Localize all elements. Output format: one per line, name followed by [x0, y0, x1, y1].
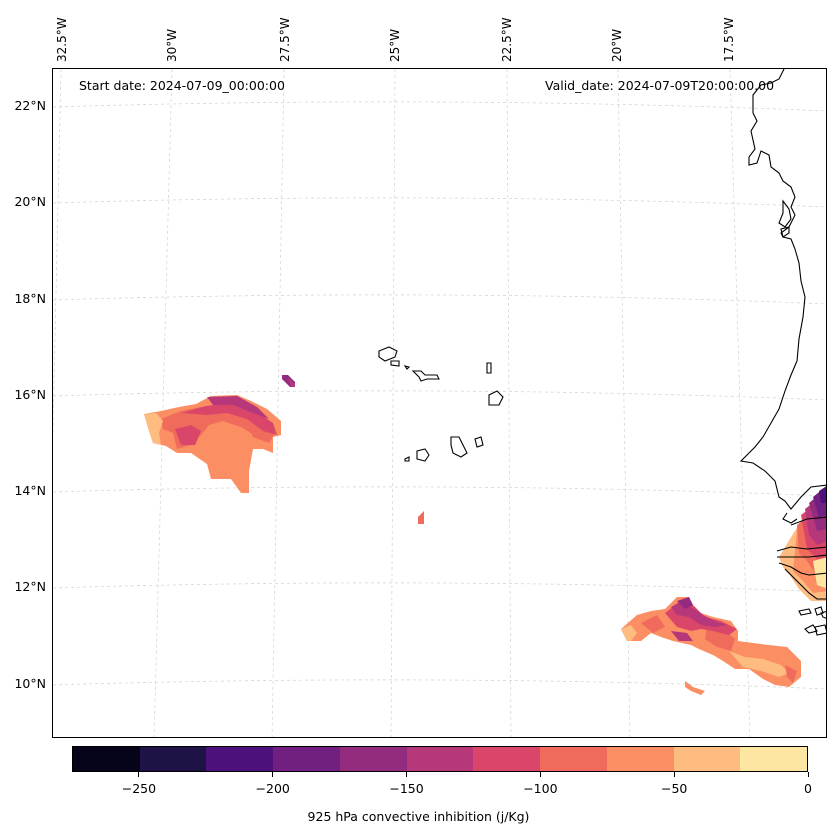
- graticule: [53, 69, 826, 737]
- lat-label-16n: 16°N: [14, 387, 46, 402]
- colorbar-tick-label-3: −100: [523, 781, 558, 796]
- senegal-coast-dakar: [782, 512, 798, 524]
- cin-fill-neg125-b: [175, 425, 201, 445]
- gambia-river-north: [776, 546, 826, 552]
- lon-label-22-5w: 22.5°W: [500, 17, 514, 62]
- start-date-label: Start date: 2024-07-09_00:00:00: [79, 78, 285, 93]
- cin-fill-se-neg175: [677, 597, 693, 609]
- colorbar-tick-5: [807, 772, 809, 777]
- cin-fill-neg50-b: [241, 427, 257, 447]
- colorbar-segment-1: [139, 747, 207, 771]
- senegal-border: [790, 516, 826, 526]
- cin-fill-se-neg100: [641, 615, 665, 633]
- gridline-lon-25w: [390, 69, 396, 737]
- island-brava: [404, 456, 410, 462]
- cin-fill-neg150: [207, 396, 269, 419]
- colorbar: [72, 746, 808, 772]
- lon-label-32-5w: 32.5°W: [55, 17, 69, 62]
- cin-fill-se-neg75: [785, 665, 797, 683]
- colorbar-segment-0: [73, 747, 140, 771]
- gridline-lat-18n: [53, 294, 826, 305]
- cin-patch-se-small: [685, 681, 705, 695]
- colorbar-tick-4: [673, 772, 675, 777]
- bijagos-4: [814, 624, 826, 636]
- colorbar-tick-0: [138, 772, 140, 777]
- island-santo-antao: [378, 346, 398, 362]
- colorbar-tick-label-2: −150: [389, 781, 424, 796]
- colorbar-segment-9: [673, 747, 741, 771]
- lon-label-27-5w: 27.5°W: [278, 17, 292, 62]
- bijagos-3: [804, 624, 818, 634]
- island-maio: [474, 436, 484, 448]
- colorbar-segment-6: [473, 747, 541, 771]
- colorbar-segment-4: [339, 747, 407, 771]
- colorbar-segment-2: [206, 747, 274, 771]
- gambia-river-south: [777, 554, 826, 558]
- colorbar-tick-label-0: −250: [121, 781, 157, 796]
- colorbar-tick-1: [272, 772, 274, 777]
- lon-label-30w: 30°W: [165, 28, 179, 62]
- gridline-lon-32-5w: [53, 69, 62, 444]
- island-santa-luzia: [403, 365, 411, 370]
- colorbar-segment-8: [606, 747, 674, 771]
- island-sao-nicolau: [411, 370, 440, 382]
- island-sal: [486, 362, 492, 374]
- valid-date-label: Valid_date: 2024-07-09T20:00:00.00: [545, 78, 775, 93]
- island-sao-vicente: [390, 360, 400, 367]
- gridline-lat-16n: [53, 390, 826, 401]
- gridline-lat-12n: [53, 582, 826, 593]
- gridline-lat-20n: [53, 197, 826, 208]
- lat-label-22n: 22°N: [14, 98, 46, 113]
- lat-label-18n: 18°N: [14, 291, 46, 306]
- cin-fill-neg25: [144, 413, 163, 445]
- lat-label-14n: 14°N: [14, 483, 46, 498]
- gridline-lon-22-5w: [506, 69, 512, 737]
- colorbar-tick-label-5: 0: [804, 781, 812, 796]
- cin-cluster-southeast: [621, 597, 801, 695]
- gridline-lon-17-5w: [729, 69, 751, 737]
- lat-label-10n: 10°N: [14, 676, 46, 691]
- lat-label-20n: 20°N: [14, 194, 46, 209]
- map-panel: [52, 68, 827, 738]
- colorbar-tick-2: [406, 772, 408, 777]
- island-boa-vista: [488, 390, 504, 406]
- colorbar-tick-label-4: −50: [660, 781, 688, 796]
- cin-coast-lightest: [813, 557, 826, 589]
- colorbar-title: 925 hPa convective inhibition (j/Kg): [307, 809, 530, 824]
- gridline-lon-30w: [153, 69, 173, 737]
- island-fogo: [416, 448, 430, 462]
- guinea-bissau-coast: [784, 568, 826, 600]
- casamance-coast: [778, 562, 826, 576]
- colorbar-tick-label-1: −200: [255, 781, 290, 796]
- coastlines: [378, 69, 826, 636]
- island-santiago: [450, 436, 468, 458]
- gridline-lon-27-5w: [271, 69, 285, 737]
- cin-coast-neg225: [819, 486, 826, 503]
- bijagos-5: [820, 610, 826, 619]
- gridline-lat-22n: [53, 101, 826, 112]
- lon-label-25w: 25°W: [388, 28, 402, 62]
- bijagos-1: [798, 608, 812, 616]
- lon-label-20w: 20°W: [610, 28, 624, 62]
- banc-arguin: [780, 226, 790, 238]
- africa-coastline: [739, 69, 826, 510]
- lon-label-17-5w: 17.5°W: [722, 17, 736, 62]
- cin-fill-se-neg25: [621, 625, 637, 641]
- cin-fill-se-neg25-b: [729, 651, 789, 677]
- cap-blanc: [778, 199, 792, 228]
- cin-fill-se-neg150-b: [671, 631, 693, 641]
- colorbar-segment-3: [273, 747, 340, 771]
- cin-cluster-west: [144, 395, 281, 493]
- colorbar-segment-7: [540, 747, 607, 771]
- cin-patch-mid: [418, 511, 424, 524]
- colorbar-segment-10: [740, 747, 808, 771]
- gridline-lat-14n: [53, 486, 826, 497]
- colorbar-tick-3: [539, 772, 541, 777]
- map-canvas: [53, 69, 826, 737]
- gridline-lat-10n: [53, 679, 826, 690]
- colorbar-segment-5: [406, 747, 474, 771]
- lat-label-12n: 12°N: [14, 579, 46, 594]
- cin-patch-north-b: [288, 377, 295, 387]
